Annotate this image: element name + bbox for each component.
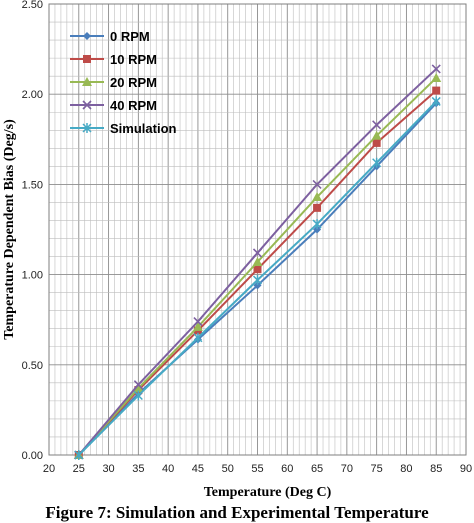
data-point [431,64,441,74]
legend-swatch-marker [83,55,91,63]
x-tick-label: 25 [73,463,85,475]
data-point [313,203,322,212]
data-point [431,96,441,107]
data-point [133,390,143,401]
legend-label: 10 RPM [110,52,157,67]
data-point [313,225,322,234]
data-point [252,256,263,266]
data-point [252,248,263,258]
data-point [133,383,144,393]
axes: 20 25 30 35 40 45 50 55 60 65 70 75 80 85 90 0.00 0.50 1.… [22,0,473,475]
data-point [372,157,382,168]
x-tick-label: 90 [460,463,472,475]
line-chart: 20 25 30 35 40 45 50 55 60 65 70 75 80 85 90 0.00 0.50 1.… [2,0,473,500]
legend: 0 RPM 10 RPM 20 RPM 40 RPM Simulation [70,29,177,136]
data-point [371,130,382,140]
legend-swatch-marker [83,32,91,40]
data-point [253,281,262,290]
data-point [133,380,143,390]
x-tick-label: 65 [311,463,323,475]
data-point [432,86,441,95]
x-tick-label: 85 [430,463,442,475]
data-point [193,316,203,327]
data-point [74,450,84,460]
y-tick-label: 2.50 [22,0,43,11]
series-4 [74,96,441,460]
legend-swatch-marker [82,123,92,133]
legend-swatch-marker [82,100,92,110]
legend-entry: Simulation [70,121,177,136]
y-axis-title: Temperature Dependent Bias (Deg/s) [2,119,17,340]
series-group [73,64,442,460]
legend-label: 40 RPM [110,98,157,113]
legend-label: 20 RPM [110,75,157,90]
x-tick-label: 50 [222,463,234,475]
plot-area-frame [48,3,467,456]
legend-swatch-marker [82,77,92,86]
x-axis-title: Temperature (Deg C) [204,485,332,500]
x-tick-label: 40 [162,463,174,475]
legend-entry: 40 RPM [70,98,157,113]
data-point [193,332,203,343]
figure-caption: Figure 7: Simulation and Experimental Te… [45,503,429,522]
legend-entry: 20 RPM [70,75,157,90]
data-point [372,138,381,147]
data-point [312,192,323,202]
data-point [312,219,322,230]
legend-label: 0 RPM [110,29,150,44]
x-tick-label: 45 [192,463,204,475]
data-point [253,265,262,274]
y-tick-label: 2.00 [22,89,43,101]
data-point [431,72,442,82]
legend-entry: 10 RPM [70,52,157,67]
data-point [372,120,382,130]
y-tick-label: 1.50 [22,179,43,191]
data-point [312,179,322,189]
legend-entry: 0 RPM [70,29,150,44]
grid [48,3,467,456]
x-tick-label: 30 [102,463,114,475]
data-point [252,275,263,286]
x-tick-label: 60 [281,463,293,475]
y-tick-label: 1.00 [22,270,43,282]
y-tick-label: 0.00 [22,450,43,462]
y-tick-label: 0.50 [22,360,43,372]
x-tick-label: 75 [371,463,383,475]
x-tick-label: 55 [251,463,263,475]
x-tick-label: 35 [132,463,144,475]
x-tick-label: 70 [341,463,353,475]
x-tick-label: 80 [400,463,412,475]
data-point [192,321,203,331]
x-tick-label: 20 [43,463,55,475]
legend-label: Simulation [110,121,177,136]
